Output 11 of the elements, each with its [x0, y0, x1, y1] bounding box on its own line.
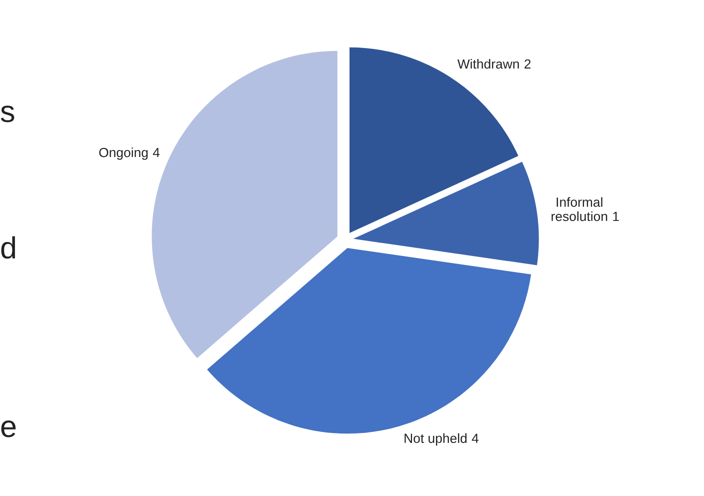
slice-label: Ongoing	[99, 147, 148, 160]
slice-label: Withdrawn	[457, 58, 519, 69]
data-label: 4	[152, 148, 160, 158]
text: s	[0, 106, 14, 122]
slice-label: Informal resolution	[552, 197, 608, 222]
data-label: 1	[613, 212, 619, 221]
slice-label: Not upheld	[404, 433, 467, 446]
text: d	[1, 236, 16, 259]
data-label: 4	[472, 434, 478, 443]
text: e	[1, 420, 16, 438]
data-label: 2	[524, 59, 531, 69]
